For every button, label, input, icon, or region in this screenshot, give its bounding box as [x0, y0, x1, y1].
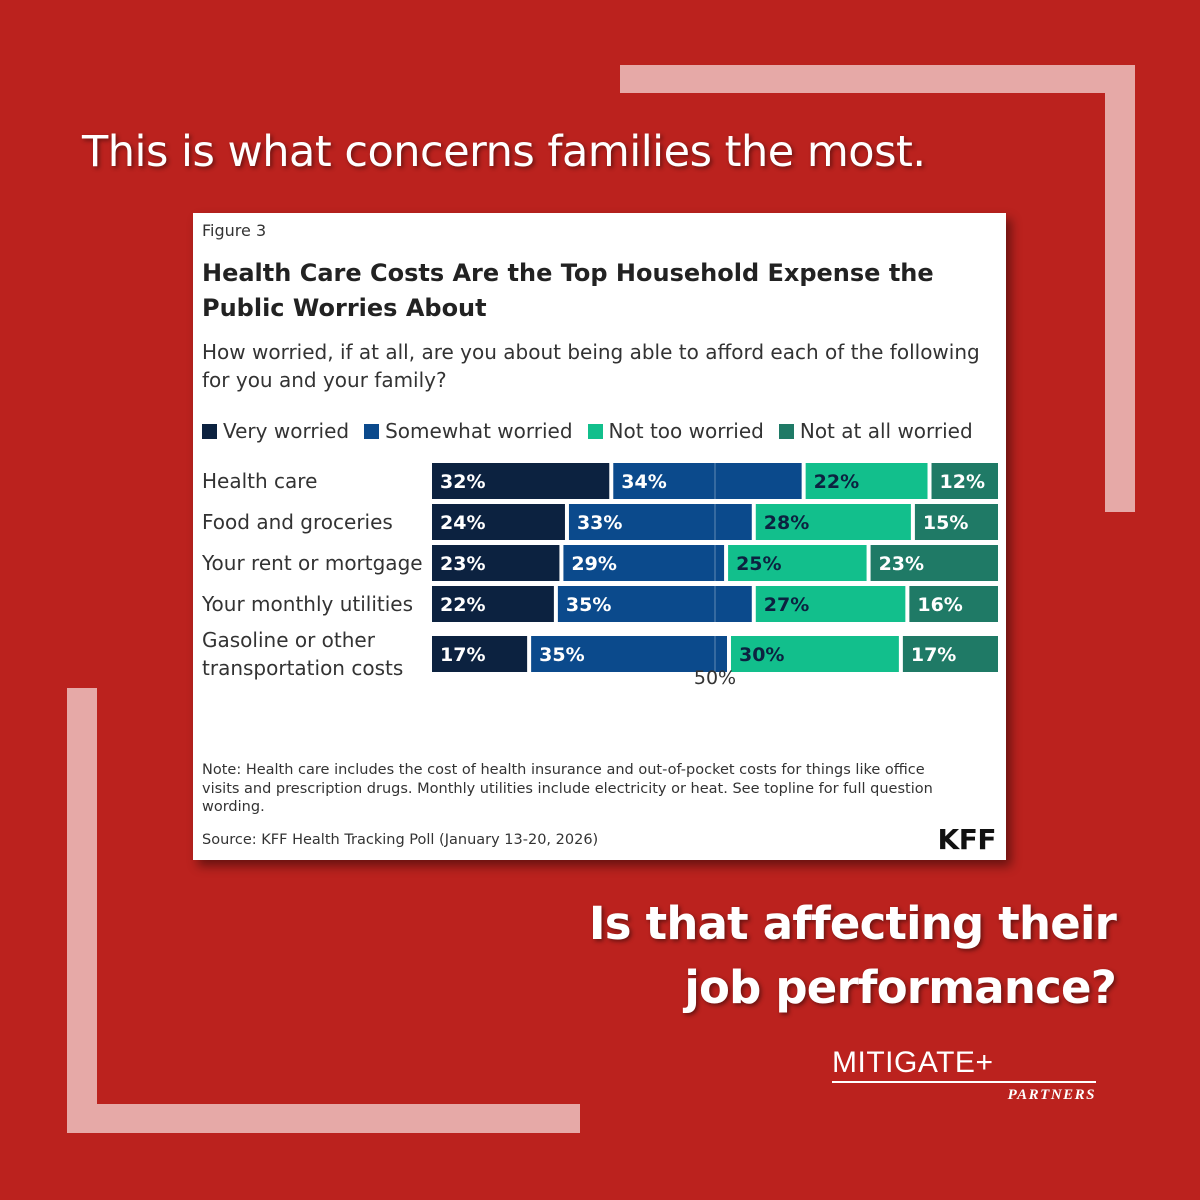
data-label: 16% — [917, 594, 962, 616]
bar-segment — [902, 636, 998, 672]
category-label: Your monthly utilities — [201, 592, 413, 616]
headline-bottom-line-1: Is that affecting their — [588, 897, 1117, 950]
bar-segment — [730, 636, 899, 672]
frame-bottom-left-vertical — [67, 688, 97, 1133]
frame-top-right-vertical — [1105, 65, 1135, 512]
legend-label: Not at all worried — [799, 419, 973, 443]
category-label: Health care — [202, 469, 317, 493]
headline-bottom-line-2: job performance? — [684, 961, 1116, 1014]
legend-item-not-at-all-worried: Not at all worried — [778, 419, 973, 443]
brand-logo: MITIGATE+ PARTNERS — [832, 1046, 1096, 1108]
figure-label: Figure 3 — [202, 221, 267, 240]
legend-label: Not too worried — [608, 419, 764, 443]
bar-segment — [914, 504, 998, 540]
legend-swatch — [587, 423, 603, 439]
category-label: Your rent or mortgage — [201, 551, 423, 575]
data-label: 15% — [923, 512, 968, 534]
data-label: 34% — [621, 471, 666, 493]
brand-subtitle: PARTNERS — [1007, 1087, 1096, 1103]
data-label: 24% — [440, 512, 485, 534]
data-label: 25% — [736, 553, 781, 575]
category-label: Food and groceries — [202, 510, 393, 534]
category-label: Gasoline or other — [202, 628, 376, 652]
bar-segment — [432, 636, 528, 672]
bar-segment — [432, 545, 560, 581]
chart-source: Source: KFF Health Tracking Poll (Januar… — [202, 832, 599, 848]
category-label: transportation costs — [202, 656, 403, 680]
bar-segment — [568, 504, 752, 540]
reference-line-label: 50% — [694, 667, 736, 689]
frame-top-right-horizontal — [620, 65, 1135, 93]
brand-name: MITIGATE+ — [832, 1046, 994, 1079]
data-label: 17% — [911, 644, 956, 666]
bar-segment — [755, 504, 911, 540]
bar-segment — [805, 463, 928, 499]
bar-segment — [931, 463, 998, 499]
chart-card: Figure 3 Health Care Costs Are the Top H… — [193, 213, 1006, 860]
bar-segment — [557, 586, 752, 622]
chart-subtitle: How worried, if at all, are you about be… — [202, 340, 980, 392]
legend-swatch — [778, 423, 794, 439]
chart-legend: Very worried Somewhat worried Not too wo… — [202, 417, 988, 445]
bar-segment — [728, 545, 867, 581]
bar-segment — [563, 545, 725, 581]
stacked-bar-chart: Health care 32% 34% 22% 12% Food and grocerie… — [201, 459, 998, 689]
data-label: 27% — [764, 594, 809, 616]
legend-swatch — [364, 423, 380, 439]
data-label: 32% — [440, 471, 485, 493]
bar-segment — [432, 586, 554, 622]
bar-segment — [613, 463, 802, 499]
bar-segment — [870, 545, 998, 581]
data-label: 23% — [440, 553, 485, 575]
bar-segment — [432, 463, 610, 499]
data-label: 30% — [739, 644, 784, 666]
data-label: 29% — [571, 553, 616, 575]
data-label: 23% — [879, 553, 924, 575]
bar-segment — [531, 636, 727, 672]
chart-title: Health Care Costs Are the Top Household … — [202, 259, 934, 322]
bar-segment — [909, 586, 998, 622]
data-label: 22% — [440, 594, 485, 616]
legend-label: Very worried — [223, 419, 350, 443]
headline-bottom: Is that affecting their job performance? — [588, 892, 1117, 1020]
data-label: 22% — [814, 471, 859, 493]
frame-bottom-left-horizontal — [67, 1104, 580, 1133]
data-label: 28% — [764, 512, 809, 534]
data-label: 12% — [940, 471, 985, 493]
data-label: 35% — [566, 594, 611, 616]
kff-logo: KFF — [937, 823, 997, 856]
data-label: 35% — [539, 644, 584, 666]
bar-segment — [432, 504, 565, 540]
data-label: 17% — [440, 644, 485, 666]
chart-note: Note: Health care includes the cost of h… — [202, 762, 933, 815]
headline-top: This is what concerns families the most. — [82, 127, 926, 177]
legend-item-somewhat-worried: Somewhat worried — [364, 419, 573, 443]
legend-label: Somewhat worried — [385, 419, 573, 443]
data-label: 33% — [577, 512, 622, 534]
legend-swatch — [202, 423, 217, 439]
brand-underline — [832, 1081, 1096, 1083]
bar-segment — [755, 586, 906, 622]
legend-item-very-worried: Very worried — [202, 419, 349, 443]
legend-item-not-too-worried: Not too worried — [587, 419, 764, 443]
